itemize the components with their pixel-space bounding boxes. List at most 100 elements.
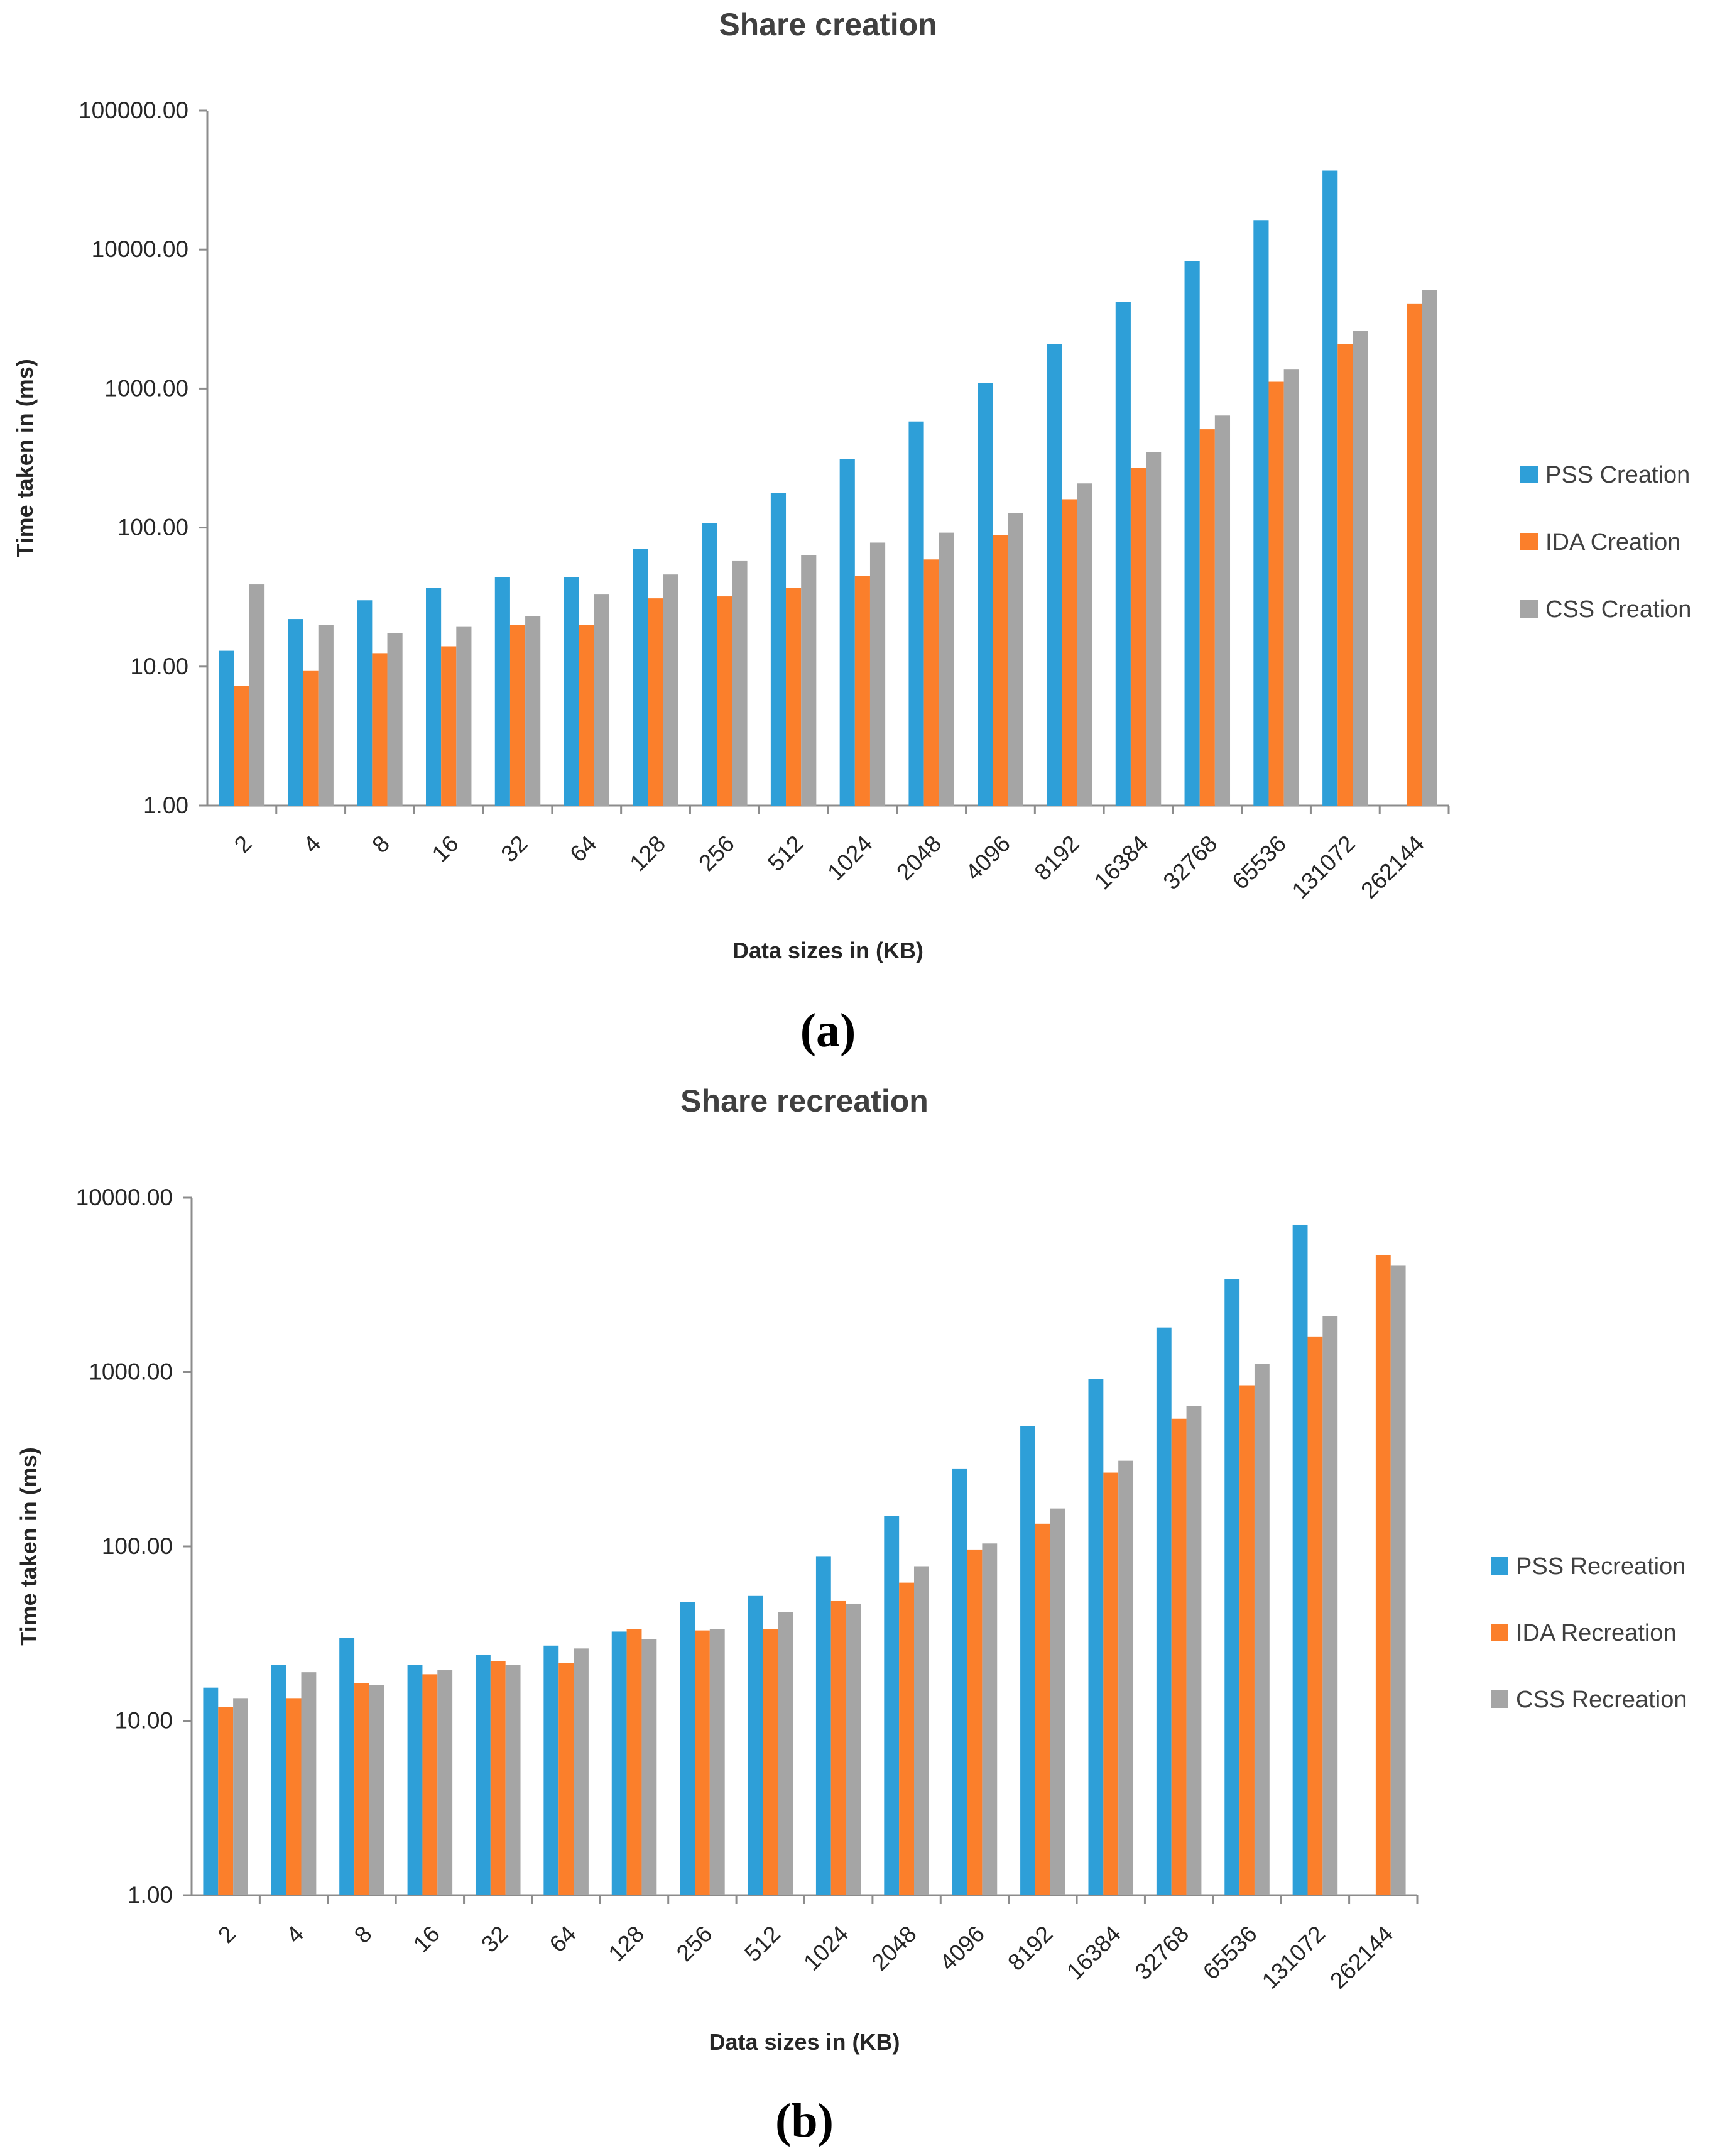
bar-pss-64 bbox=[564, 577, 579, 806]
bar-pss-32768 bbox=[1156, 1327, 1172, 1895]
bar-pss-131072 bbox=[1322, 170, 1338, 806]
bar-ida-2048 bbox=[923, 559, 939, 806]
bar-css-65536 bbox=[1254, 1364, 1270, 1895]
legend-label-css: CSS Recreation bbox=[1516, 1687, 1687, 1713]
bar-css-262144 bbox=[1422, 290, 1437, 806]
bar-css-4 bbox=[301, 1672, 317, 1895]
bar-css-262144 bbox=[1390, 1265, 1406, 1895]
y-axis-title: Time taken in (ms) bbox=[16, 1447, 41, 1645]
y-tick-label: 1.00 bbox=[143, 792, 188, 818]
bar-ida-131072 bbox=[1307, 1336, 1323, 1895]
bar-css-8 bbox=[387, 633, 403, 806]
x-tick-label: 131072 bbox=[1287, 831, 1360, 904]
bar-ida-8192 bbox=[1035, 1523, 1050, 1895]
bar-pss-256 bbox=[702, 523, 717, 806]
bar-ida-65536 bbox=[1268, 381, 1284, 806]
bar-css-32768 bbox=[1186, 1406, 1202, 1895]
bar-ida-4 bbox=[286, 1698, 302, 1895]
bar-css-4096 bbox=[1008, 513, 1023, 806]
chart-share-recreation: Share recreation 1.00 10.00 100.00 1000.00 10… bbox=[16, 1083, 1687, 2147]
y-tick-label: 10.00 bbox=[130, 654, 188, 679]
bar-pss-2048 bbox=[884, 1516, 900, 1895]
bar-css-2 bbox=[233, 1698, 248, 1895]
y-tick-label: 100.00 bbox=[117, 515, 188, 540]
bar-ida-16 bbox=[441, 646, 457, 806]
bar-pss-512 bbox=[770, 493, 787, 806]
y-tick-label: 100.00 bbox=[102, 1533, 173, 1559]
x-tick-label: 4 bbox=[281, 1921, 309, 1949]
bar-pss-32 bbox=[475, 1654, 491, 1895]
bar-pss-131072 bbox=[1292, 1224, 1308, 1895]
bar-ida-2048 bbox=[899, 1582, 915, 1895]
bar-css-2048 bbox=[939, 532, 954, 806]
bar-pss-32768 bbox=[1184, 261, 1200, 806]
x-tick-label: 512 bbox=[763, 831, 809, 877]
bar-css-64 bbox=[574, 1648, 589, 1895]
x-tick-label: 128 bbox=[604, 1921, 650, 1967]
bar-ida-65536 bbox=[1239, 1385, 1255, 1895]
bar-pss-1024 bbox=[839, 459, 855, 806]
x-tick-label: 65536 bbox=[1198, 1921, 1262, 1985]
bar-pss-8 bbox=[357, 600, 373, 806]
legend-swatch-ida bbox=[1520, 533, 1538, 550]
x-tick-label: 32768 bbox=[1130, 1921, 1194, 1985]
bar-ida-32768 bbox=[1199, 429, 1215, 806]
bar-pss-1024 bbox=[815, 1556, 831, 1895]
x-tick-label: 16 bbox=[408, 1921, 445, 1957]
chart-share-creation: Share creation 1.00 10.00 100.00 1000.00 1000… bbox=[12, 7, 1691, 1057]
bar-css-512 bbox=[801, 555, 817, 806]
bar-ida-32 bbox=[490, 1661, 506, 1895]
bar-ida-2 bbox=[218, 1707, 234, 1895]
bar-ida-262144 bbox=[1375, 1254, 1391, 1895]
bar-css-131072 bbox=[1322, 1316, 1338, 1895]
bar-css-16384 bbox=[1146, 452, 1162, 806]
bar-ida-131072 bbox=[1337, 344, 1353, 806]
x-tick-label: 512 bbox=[739, 1921, 785, 1967]
bar-pss-32 bbox=[494, 577, 510, 806]
bar-ida-8192 bbox=[1062, 499, 1077, 806]
bar-css-1024 bbox=[869, 542, 886, 806]
bar-css-256 bbox=[709, 1629, 725, 1895]
y-tick-label: 1000.00 bbox=[89, 1359, 173, 1385]
bar-css-16384 bbox=[1118, 1460, 1134, 1895]
bar-css-8192 bbox=[1077, 483, 1092, 806]
bar-pss-4 bbox=[271, 1665, 286, 1895]
bar-css-131072 bbox=[1353, 331, 1368, 806]
x-tick-label: 32768 bbox=[1158, 831, 1223, 895]
x-tick-label: 8192 bbox=[1003, 1921, 1057, 1976]
legend-swatch-css bbox=[1520, 600, 1538, 618]
x-tick-label: 16 bbox=[427, 831, 464, 867]
bar-ida-1024 bbox=[830, 1600, 846, 1895]
y-axis-title: Time taken in (ms) bbox=[12, 359, 38, 557]
y-tick-label: 10000.00 bbox=[76, 1185, 173, 1210]
y-tick-label: 10000.00 bbox=[92, 236, 188, 262]
legend-swatch-pss bbox=[1491, 1557, 1508, 1575]
bar-ida-16384 bbox=[1130, 468, 1146, 806]
bar-css-8192 bbox=[1050, 1508, 1065, 1895]
x-tick-label: 131072 bbox=[1257, 1921, 1330, 1994]
x-axis-title: Data sizes in (KB) bbox=[732, 938, 923, 963]
legend-label-css: CSS Creation bbox=[1545, 596, 1691, 623]
bar-css-64 bbox=[594, 594, 610, 806]
bar-css-4096 bbox=[982, 1543, 998, 1895]
x-tick-label: 64 bbox=[565, 831, 601, 867]
bar-css-32 bbox=[525, 616, 541, 806]
bar-css-128 bbox=[663, 574, 678, 806]
x-tick-label: 4096 bbox=[961, 831, 1015, 885]
chart-title: Share creation bbox=[719, 7, 937, 42]
bar-ida-4096 bbox=[967, 1549, 983, 1895]
bar-css-4 bbox=[318, 625, 334, 806]
x-tick-label: 262144 bbox=[1356, 831, 1429, 904]
bar-css-2 bbox=[249, 584, 265, 806]
bar-ida-1024 bbox=[854, 576, 870, 806]
bar-pss-128 bbox=[611, 1631, 627, 1895]
x-tick-label: 64 bbox=[545, 1921, 581, 1957]
bar-ida-4 bbox=[303, 670, 319, 806]
bar-pss-16384 bbox=[1115, 302, 1131, 806]
x-tick-label: 2048 bbox=[867, 1921, 922, 1976]
panel-label: (a) bbox=[800, 1004, 856, 1057]
bar-ida-128 bbox=[648, 598, 663, 806]
x-tick-label: 2 bbox=[213, 1921, 241, 1949]
x-tick-label: 8 bbox=[368, 831, 395, 858]
chart-title: Share recreation bbox=[680, 1083, 929, 1119]
